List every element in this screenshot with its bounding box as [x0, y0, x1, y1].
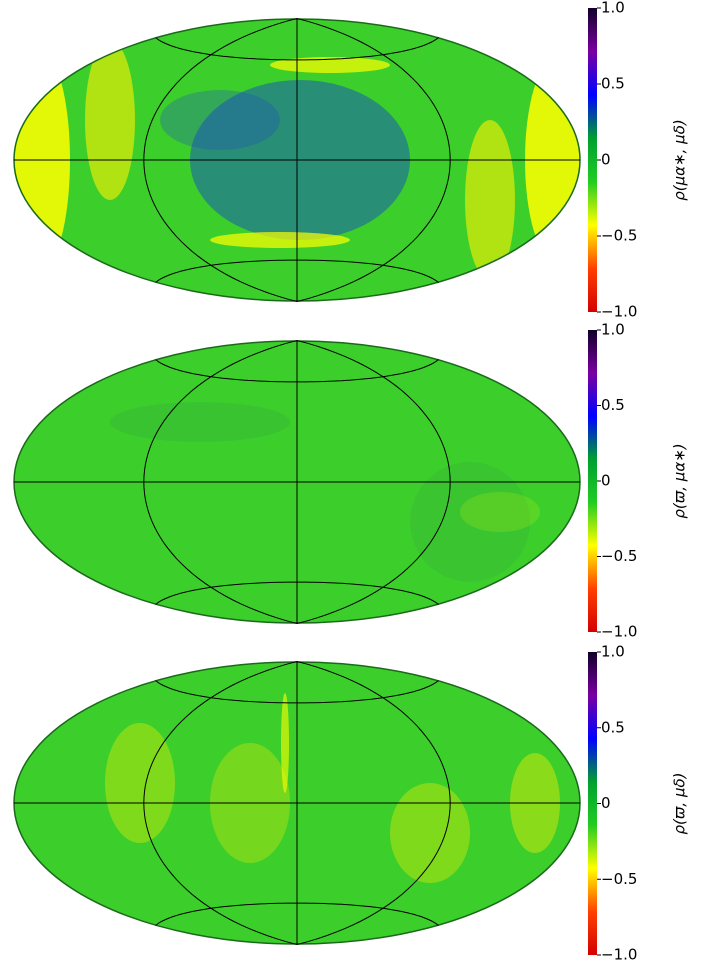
- colorbar-tick-label: −0.5: [601, 227, 637, 245]
- parallel: [155, 581, 439, 605]
- parallel: [155, 37, 439, 61]
- colorbar-tick-label: −1.0: [601, 303, 637, 321]
- map-texture: [110, 402, 290, 442]
- colorbar: [588, 652, 597, 955]
- map-texture: [460, 492, 540, 532]
- colorbar-tick-label: 1.0: [601, 0, 625, 17]
- colorbar-label: ρ(ϖ, μα∗): [671, 443, 689, 518]
- colorbar-tick-label: 0.5: [601, 396, 625, 414]
- colorbar-tick-label: 0: [601, 151, 611, 169]
- sky-map: [14, 19, 580, 301]
- colorbar: [588, 330, 597, 632]
- map-texture: [410, 462, 530, 582]
- colorbar-tick-label: 0.5: [601, 718, 625, 736]
- map-texture: [465, 120, 515, 280]
- colorbar-tick-label: 1.0: [601, 321, 625, 339]
- colorbar-label: ρ(ϖ, μδ): [671, 772, 689, 834]
- map-texture: [281, 693, 289, 793]
- colorbar-tick-label: −0.5: [601, 870, 637, 888]
- map-texture: [85, 40, 135, 200]
- parallel: [155, 359, 439, 383]
- colorbar-tick-label: 0: [601, 472, 611, 490]
- map-texture: [210, 232, 350, 248]
- colorbar-tick-label: −0.5: [601, 547, 637, 565]
- parallel: [155, 680, 439, 704]
- colorbar-label: ρ(μα∗, μδ): [671, 119, 689, 200]
- map-texture: [270, 57, 390, 73]
- colorbar-tick-label: 0: [601, 794, 611, 812]
- parallel: [155, 902, 439, 926]
- map-texture: [390, 783, 470, 883]
- colorbar-tick-label: −1.0: [601, 623, 637, 641]
- colorbar-tick-label: −1.0: [601, 946, 637, 963]
- map-texture: [160, 90, 280, 150]
- colorbar: [588, 8, 597, 312]
- parallel: [155, 259, 439, 283]
- colorbar-tick-label: 1.0: [601, 643, 625, 661]
- colorbar-tick-label: 0.5: [601, 75, 625, 93]
